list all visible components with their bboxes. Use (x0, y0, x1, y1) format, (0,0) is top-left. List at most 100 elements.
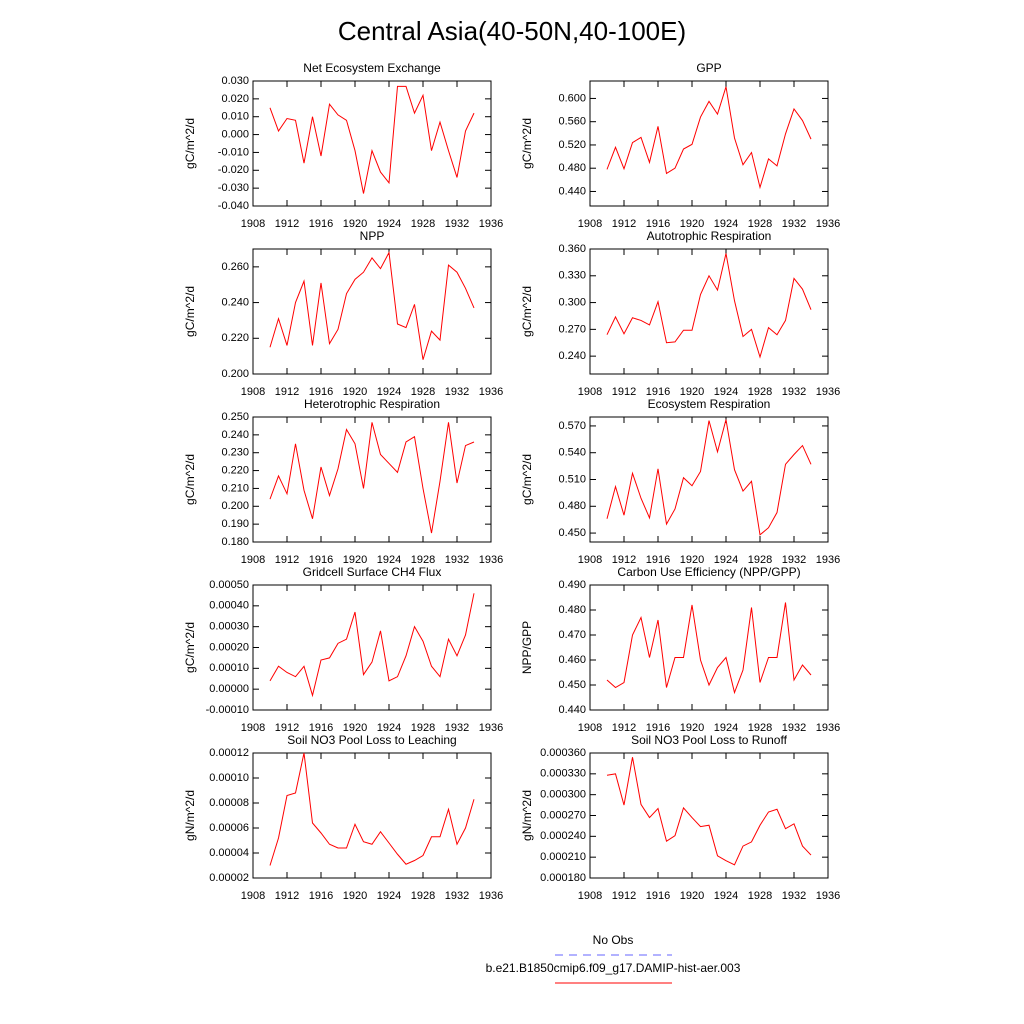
y-tick-label: 0.560 (558, 116, 586, 128)
y-tick-label: 0.00010 (209, 772, 249, 784)
x-tick-label: 1924 (377, 218, 401, 230)
x-tick-label: 1912 (275, 554, 299, 566)
y-tick-label: 0.240 (558, 350, 586, 362)
x-tick-label: 1920 (680, 386, 704, 398)
x-tick-label: 1916 (309, 722, 333, 734)
x-tick-label: 1920 (343, 722, 367, 734)
x-tick-label: 1928 (411, 386, 435, 398)
data-line (606, 602, 812, 695)
x-tick-label: 1936 (479, 554, 503, 566)
plot-frame (252, 416, 492, 543)
x-tick-label: 1928 (748, 722, 772, 734)
x-tick-label: 1916 (646, 386, 670, 398)
y-tick-label: 0.450 (558, 679, 586, 691)
data-line (606, 757, 812, 866)
y-tick-label: 0.020 (221, 93, 249, 105)
x-tick-label: 1916 (309, 554, 333, 566)
legend-label: No Obs (593, 933, 634, 947)
x-tick-label: 1924 (714, 218, 738, 230)
x-tick-label: 1932 (782, 722, 806, 734)
y-tick-label: 0.300 (558, 296, 586, 308)
y-tick-label: 0.210 (221, 482, 249, 494)
x-tick-label: 1920 (680, 890, 704, 902)
legend-label: b.e21.B1850cmip6.f09_g17.DAMIP-hist-aer.… (486, 961, 741, 975)
plot-frame (589, 80, 829, 207)
x-tick-label: 1908 (241, 386, 265, 398)
y-tick-label: 0.00010 (209, 662, 249, 674)
x-tick-label: 1912 (275, 722, 299, 734)
y-tick-label: 0.600 (558, 92, 586, 104)
x-tick-label: 1932 (782, 386, 806, 398)
y-tick-label: 0.220 (221, 332, 249, 344)
x-tick-label: 1920 (343, 218, 367, 230)
y-tick-label: -0.010 (218, 146, 249, 158)
panel-title: Soil NO3 Pool Loss to Runoff (631, 733, 788, 747)
data-line (269, 752, 475, 866)
y-axis-label: gC/m^2/d (520, 454, 534, 505)
y-tick-label: -0.040 (218, 200, 249, 212)
y-axis-label: gC/m^2/d (183, 118, 197, 169)
x-tick-label: 1916 (309, 218, 333, 230)
y-tick-label: 0.330 (558, 270, 586, 282)
y-axis-label: NPP/GPP (520, 621, 534, 674)
x-tick-label: 1936 (816, 890, 840, 902)
y-tick-label: 0.000360 (540, 747, 586, 759)
y-tick-label: 0.480 (558, 500, 586, 512)
figure-title: Central Asia(40-50N,40-100E) (338, 16, 686, 46)
x-tick-label: 1932 (445, 218, 469, 230)
y-tick-label: 0.030 (221, 75, 249, 87)
x-tick-label: 1916 (646, 554, 670, 566)
x-tick-label: 1928 (748, 386, 772, 398)
x-tick-label: 1936 (816, 722, 840, 734)
x-tick-label: 1932 (782, 890, 806, 902)
y-tick-label: 0.000240 (540, 830, 586, 842)
x-tick-label: 1908 (241, 554, 265, 566)
y-tick-label: 0.520 (558, 139, 586, 151)
y-tick-label: 0.00004 (209, 847, 249, 859)
y-tick-label: 0.240 (221, 296, 249, 308)
y-tick-label: 0.000270 (540, 809, 586, 821)
x-tick-label: 1912 (612, 386, 636, 398)
panel-title: Heterotrophic Respiration (304, 397, 440, 411)
x-tick-label: 1924 (377, 890, 401, 902)
panel-title: Net Ecosystem Exchange (303, 61, 441, 75)
y-tick-label: 0.240 (221, 429, 249, 441)
x-tick-label: 1924 (377, 722, 401, 734)
panel-title: Ecosystem Respiration (648, 397, 771, 411)
y-tick-label: 0.00020 (209, 641, 249, 653)
x-tick-label: 1912 (612, 554, 636, 566)
y-axis-label: gC/m^2/d (183, 622, 197, 673)
x-tick-label: 1932 (782, 554, 806, 566)
x-tick-label: 1920 (343, 554, 367, 566)
y-tick-label: 0.000300 (540, 789, 586, 801)
x-tick-label: 1924 (714, 890, 738, 902)
y-tick-label: 0.180 (221, 536, 249, 548)
y-tick-label: 0.250 (221, 411, 249, 423)
plot-frame (252, 752, 492, 879)
panel-title: Gridcell Surface CH4 Flux (303, 565, 442, 579)
x-tick-label: 1924 (714, 386, 738, 398)
data-line (269, 593, 475, 698)
x-tick-label: 1920 (680, 722, 704, 734)
x-tick-label: 1916 (309, 386, 333, 398)
x-tick-label: 1908 (578, 890, 602, 902)
panel-title: Autotrophic Respiration (647, 229, 772, 243)
x-tick-label: 1920 (680, 218, 704, 230)
x-tick-label: 1924 (714, 722, 738, 734)
x-tick-label: 1912 (275, 890, 299, 902)
y-tick-label: 0.000330 (540, 768, 586, 780)
x-tick-label: 1908 (241, 722, 265, 734)
y-tick-label: -0.020 (218, 164, 249, 176)
x-tick-label: 1920 (343, 890, 367, 902)
y-tick-label: 0.260 (221, 261, 249, 273)
x-tick-label: 1912 (275, 218, 299, 230)
x-tick-label: 1928 (411, 218, 435, 230)
y-tick-label: 0.470 (558, 629, 586, 641)
y-tick-label: 0.200 (221, 368, 249, 380)
x-tick-label: 1912 (612, 218, 636, 230)
y-tick-label: 0.480 (558, 162, 586, 174)
plot-frame (589, 248, 829, 375)
y-tick-label: 0.480 (558, 604, 586, 616)
panel-title: GPP (696, 61, 721, 75)
